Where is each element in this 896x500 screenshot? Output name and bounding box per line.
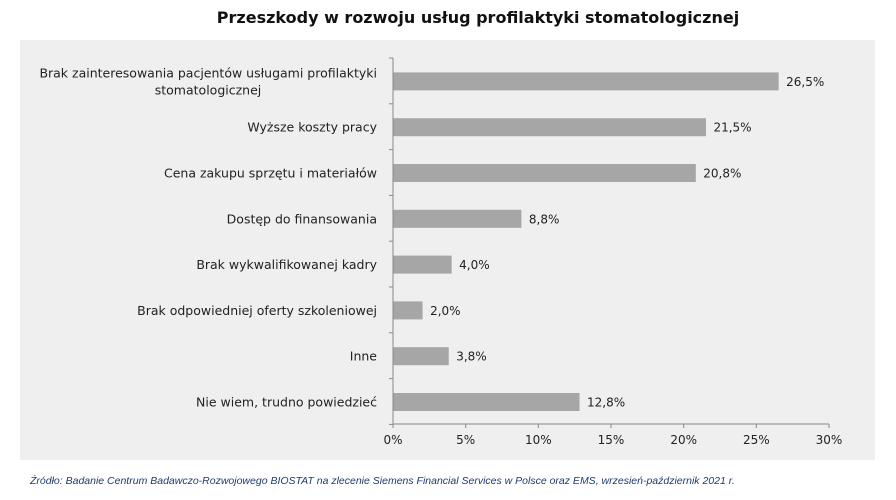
- data-label: 12,8%: [587, 396, 625, 410]
- data-label: 4,0%: [459, 258, 490, 272]
- bar: [393, 72, 779, 91]
- data-label: 20,8%: [703, 167, 741, 181]
- bar: [393, 255, 452, 274]
- chart-title: Przeszkody w rozwoju usług profilaktyki …: [216, 8, 740, 27]
- x-tick-label: 15%: [598, 433, 625, 447]
- x-tick-label: 25%: [743, 433, 770, 447]
- bar: [393, 118, 706, 137]
- bar: [393, 347, 449, 366]
- data-label: 3,8%: [456, 350, 487, 364]
- category-labels: Brak zainteresowania pacjentów usługami …: [39, 65, 377, 409]
- category-label: Wyższe koszty pracy: [247, 120, 377, 135]
- category-label: stomatologicznej: [155, 82, 262, 97]
- bar: [393, 164, 696, 182]
- x-tick-label: 20%: [670, 433, 697, 447]
- x-tick-label: 0%: [383, 433, 402, 447]
- x-tick-label: 5%: [456, 433, 475, 447]
- source-note: Źródło: Badanie Centrum Badawczo-Rozwojo…: [30, 475, 735, 487]
- category-label: Inne: [350, 349, 378, 364]
- category-label: Brak zainteresowania pacjentów usługami …: [39, 65, 377, 80]
- bar: [393, 393, 580, 411]
- value-labels: 26,5% 21,5% 20,8% 8,8% 4,0% 2,0% 3,8% 12,8%: [430, 75, 824, 410]
- data-label: 8,8%: [529, 212, 560, 226]
- x-tick-label: 10%: [525, 433, 552, 447]
- plot-background: [20, 40, 875, 460]
- bar: [393, 301, 423, 320]
- category-label: Cena zakupu sprzętu i materiałów: [164, 166, 377, 181]
- category-label: Brak wykwalifikowanej kadry: [196, 257, 377, 272]
- bars: [393, 72, 779, 411]
- x-tick-label: 30%: [816, 433, 843, 447]
- category-label: Brak odpowiedniej oferty szkoleniowej: [137, 303, 377, 318]
- x-axis: 0% 5% 10% 15% 20% 25% 30%: [383, 57, 843, 447]
- bar: [393, 209, 522, 228]
- data-label: 21,5%: [713, 121, 751, 135]
- category-label: Dostęp do finansowania: [227, 211, 377, 226]
- data-label: 26,5%: [786, 75, 824, 89]
- data-label: 2,0%: [430, 304, 461, 318]
- category-label: Nie wiem, trudno powiedzieć: [196, 395, 377, 410]
